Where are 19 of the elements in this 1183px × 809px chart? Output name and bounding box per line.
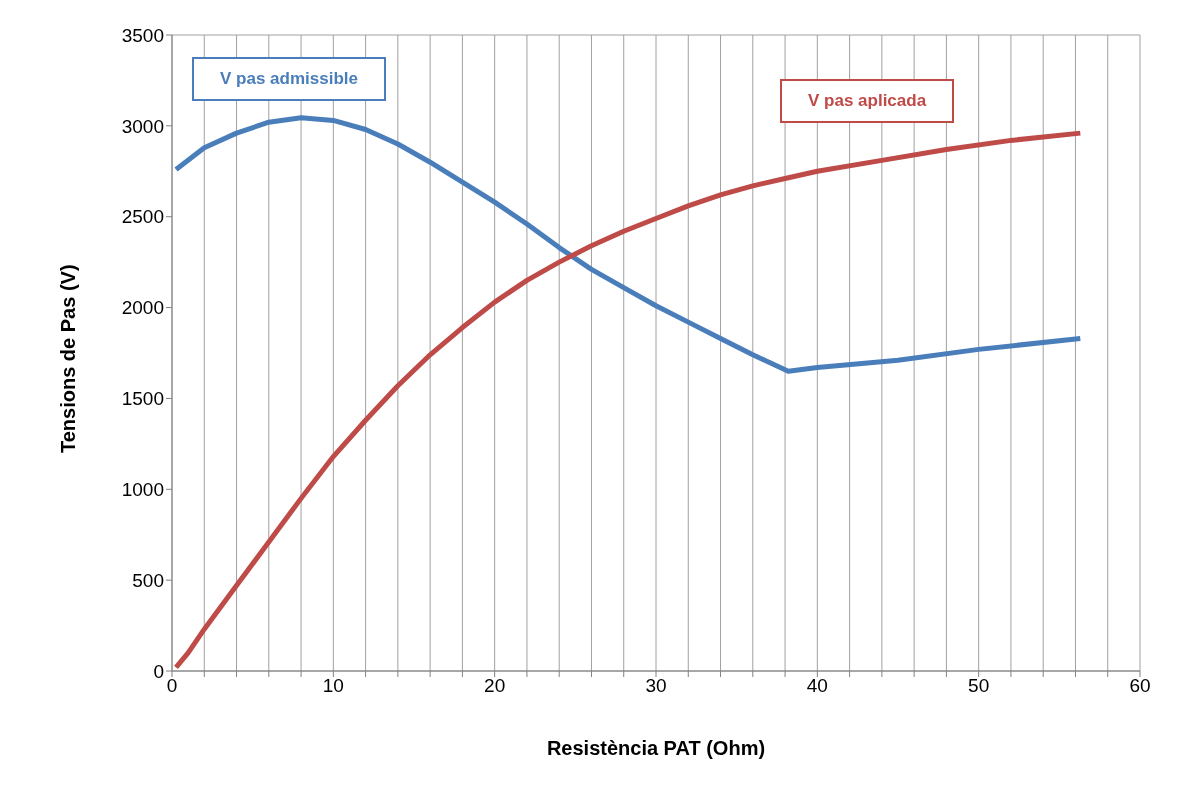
x-tick-label: 30 (645, 675, 667, 697)
text-box: V pas aplicada (780, 79, 955, 123)
x-tick-label: 60 (1129, 675, 1151, 697)
y-tick-label: 3000 (121, 115, 164, 137)
x-tick-label: 0 (166, 675, 178, 697)
y-tick-label: 3500 (121, 24, 164, 46)
y-tick-label: 0 (153, 660, 164, 682)
y-tick-label: 1000 (121, 479, 164, 501)
y-tick-label: 1500 (121, 388, 164, 410)
x-tick-label: 20 (484, 675, 506, 697)
y-axis-title: Tensions de Pas (V) (57, 264, 80, 453)
x-tick-label: 40 (806, 675, 828, 697)
x-tick-label: 10 (322, 675, 344, 697)
x-axis-title: Resistència PAT (Ohm) (546, 737, 766, 760)
text-box: V pas admissible (192, 57, 386, 101)
y-tick-label: 500 (132, 569, 164, 591)
y-tick-label: 2500 (121, 206, 164, 228)
y-tick-label: 2000 (121, 297, 164, 319)
x-tick-label: 50 (968, 675, 990, 697)
